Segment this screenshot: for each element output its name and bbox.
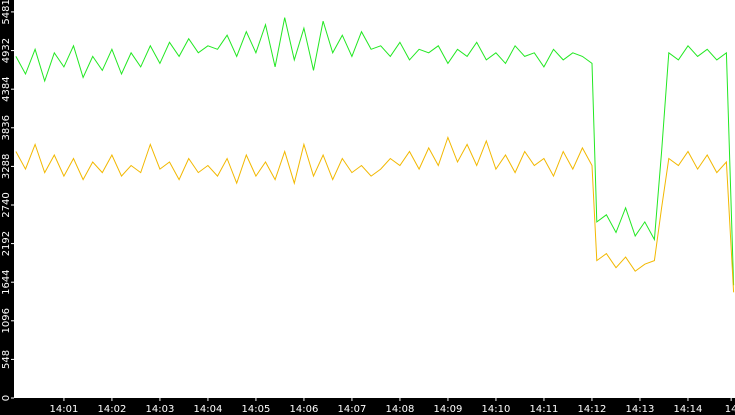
y-tick-label: 548 bbox=[1, 350, 12, 369]
x-tick-label: 14:05 bbox=[242, 404, 271, 415]
y-tick-label: 2740 bbox=[1, 192, 12, 217]
x-tick-label: 14:03 bbox=[146, 404, 175, 415]
x-tick-label: 14:09 bbox=[434, 404, 463, 415]
x-tick-label: 14:11 bbox=[530, 404, 559, 415]
y-tick-label: 2192 bbox=[1, 231, 12, 256]
y-tick-label: 3288 bbox=[1, 154, 12, 179]
x-tick-label: 14:02 bbox=[98, 404, 127, 415]
y-tick-label: 3836 bbox=[1, 115, 12, 140]
x-tick-label: 14:14 bbox=[674, 404, 703, 415]
x-tick-label: 14:13 bbox=[626, 404, 655, 415]
x-tick-label: 14 bbox=[725, 404, 735, 415]
plot-area bbox=[14, 0, 735, 398]
x-tick-label: 14:01 bbox=[50, 404, 79, 415]
x-tick-label: 14:07 bbox=[338, 404, 367, 415]
x-tick-label: 14:04 bbox=[194, 404, 223, 415]
y-tick-label: 5481 bbox=[1, 0, 12, 25]
x-tick-label: 14:10 bbox=[482, 404, 511, 415]
y-tick-label: 1096 bbox=[1, 308, 12, 333]
y-tick-label: 4932 bbox=[1, 38, 12, 63]
x-tick-label: 14:12 bbox=[578, 404, 607, 415]
series-line bbox=[15, 17, 735, 286]
series-line bbox=[15, 135, 735, 293]
y-tick-label: 0 bbox=[1, 395, 12, 401]
y-tick-label: 1644 bbox=[1, 269, 12, 294]
x-tick-label: 14:08 bbox=[386, 404, 415, 415]
y-tick-label: 4384 bbox=[1, 76, 12, 101]
x-tick-label: 14:06 bbox=[290, 404, 319, 415]
